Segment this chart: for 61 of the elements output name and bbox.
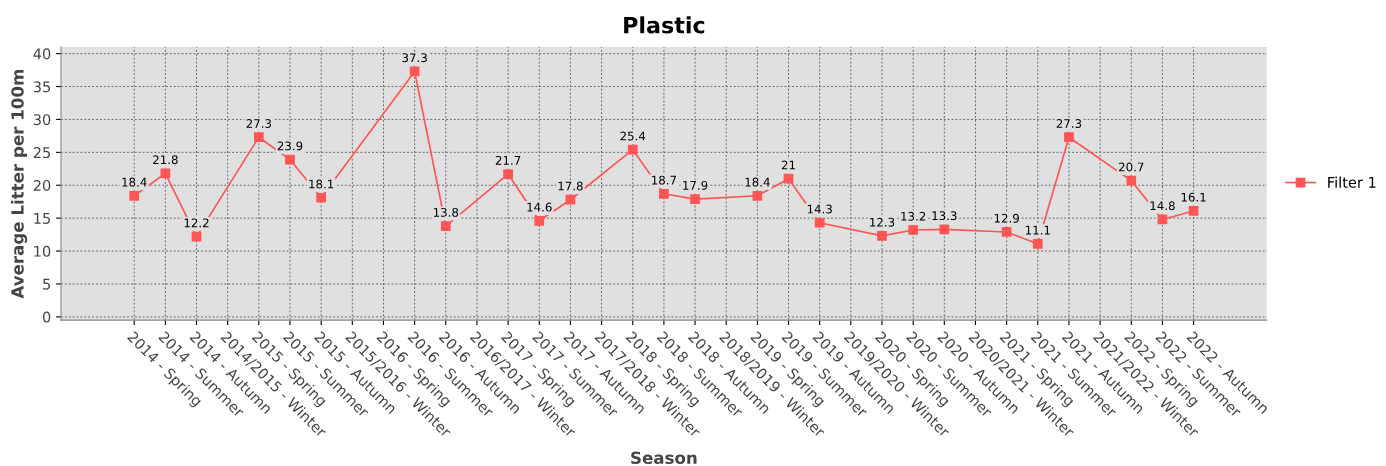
point: [814, 217, 825, 228]
data-label: 18.1: [309, 179, 334, 189]
point: [285, 154, 295, 165]
data-label: 25.4: [620, 131, 646, 141]
point: [1032, 238, 1043, 249]
data-label: 27.3: [246, 119, 272, 128]
point: [627, 144, 638, 155]
data-label: 21.7: [495, 155, 521, 165]
y-axis-title: Average Litter per 100m: [10, 69, 28, 299]
data-label: 11.1: [1025, 225, 1050, 235]
data-label: 27.3: [1056, 119, 1082, 128]
point: [1126, 175, 1137, 186]
legend-label: Filter 1: [1328, 176, 1376, 188]
data-label: 18.7: [652, 175, 677, 185]
data-label: 21.8: [153, 155, 178, 165]
data-label: 14.6: [527, 202, 552, 212]
y-tick-label: 30: [33, 114, 51, 126]
point: [877, 231, 887, 241]
data-label: 18.4: [122, 177, 147, 187]
point: [1064, 132, 1074, 143]
data-label: 13.2: [901, 211, 926, 221]
point: [1001, 227, 1012, 237]
data-label: 37.3: [402, 53, 427, 63]
point: [939, 224, 950, 235]
data-label: 21: [781, 160, 795, 170]
data-label: 12.9: [994, 213, 1019, 223]
point: [503, 169, 513, 179]
y-tick-label: 5: [43, 278, 50, 290]
point: [690, 194, 700, 204]
data-label: 13.3: [932, 211, 957, 221]
y-tick-label: 25: [33, 147, 50, 159]
chart-title: Plastic: [624, 16, 705, 34]
y-tick-label: 10: [34, 245, 51, 257]
y-tick-label: 15: [34, 213, 50, 224]
data-label: 17.9: [683, 180, 708, 190]
data-label: 14.8: [1150, 201, 1175, 211]
y-tick-label: 0: [42, 311, 51, 323]
data-label: 18.4: [745, 177, 770, 187]
point: [316, 192, 327, 203]
x-axis-title: Season: [631, 451, 697, 465]
point: [129, 190, 140, 201]
data-label: 20.7: [1118, 162, 1144, 172]
point: [783, 173, 794, 184]
data-label: 16.1: [1181, 192, 1206, 202]
data-label: 17.8: [558, 181, 583, 191]
point: [440, 221, 451, 231]
y-tick-label: 35: [33, 81, 50, 93]
point: [1188, 206, 1199, 216]
point: [534, 215, 545, 226]
data-label: 13.8: [433, 207, 459, 217]
data-label: 12.3: [870, 217, 895, 227]
point: [565, 194, 576, 205]
point: [253, 132, 264, 143]
point: [659, 188, 669, 199]
y-tick-label: 40: [33, 48, 51, 60]
point: [752, 190, 763, 201]
data-label: 12.2: [184, 218, 209, 228]
point: [908, 225, 919, 235]
data-label: 23.9: [277, 141, 303, 151]
data-label: 14.3: [807, 204, 832, 214]
y-tick-label: 20: [33, 179, 51, 191]
